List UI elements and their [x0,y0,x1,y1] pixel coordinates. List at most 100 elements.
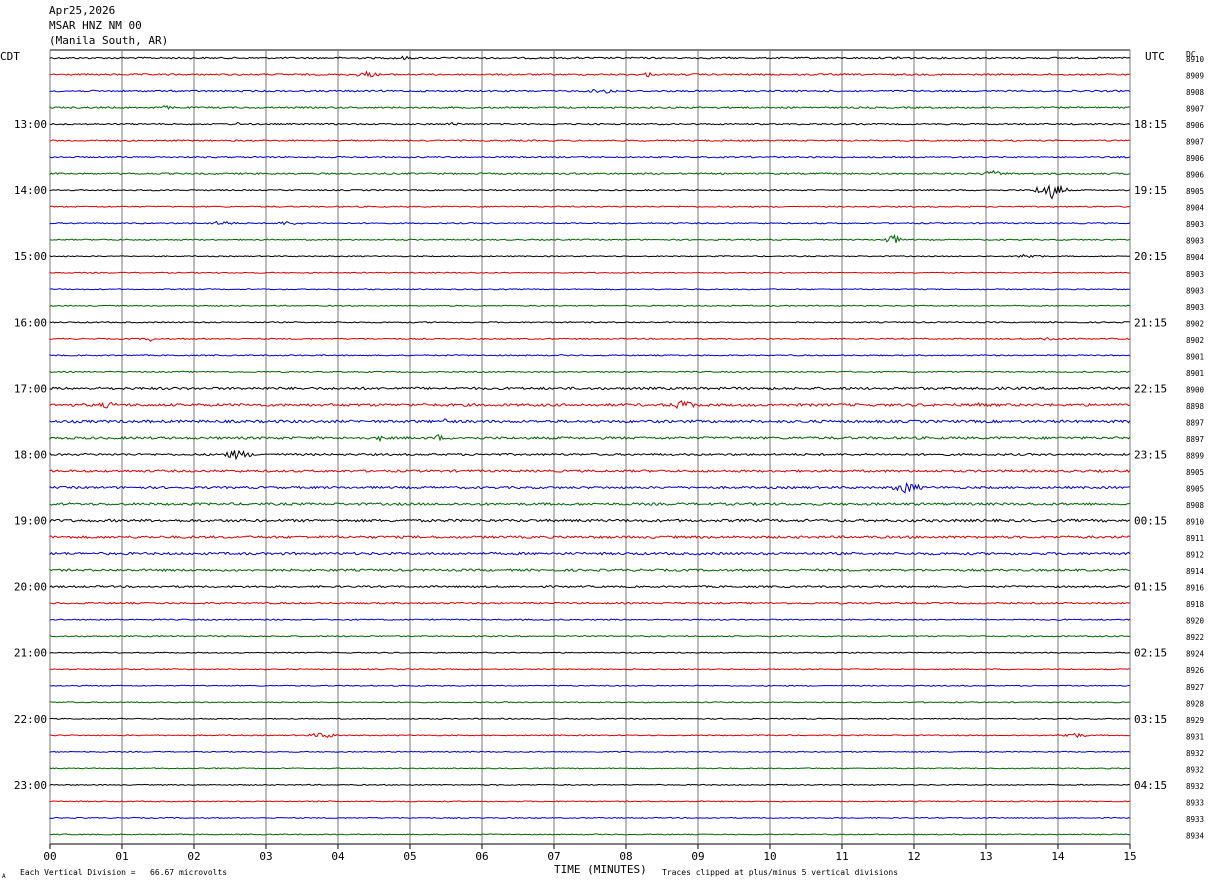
trace-line [49,568,1131,573]
trace-line [49,634,1131,638]
dc-offset-label: 8907 [1186,138,1204,147]
left-timezone-label: CDT [0,50,20,63]
left-hour-label: 20:00 [14,581,47,594]
trace-line [49,271,1131,274]
trace-line [49,169,1131,176]
dc-offset-label: 8905 [1186,187,1204,196]
trace-labels: 13:00 18:15 14:00 19:15 15:00 20:15 16:00 21:15… [14,55,1205,840]
x-tick-label: 04 [331,850,345,863]
dc-offset-label: 8933 [1186,815,1204,824]
trace-line [49,205,1131,208]
trace-line [49,321,1131,324]
dc-offset-label: 8906 [1186,121,1205,130]
trace-line [49,418,1131,424]
left-hour-label: 13:00 [14,118,47,131]
dc-offset-label: 8905 [1186,485,1204,494]
dc-offset-label: 8912 [1186,551,1204,560]
station-id: MSAR HNZ NM 00 [49,19,142,32]
trace-line [49,482,1131,494]
trace-line [49,618,1131,621]
trace-line [49,105,1131,110]
x-axis-title: TIME (MINUTES) [554,863,647,876]
right-hour-label: 03:15 [1134,713,1167,726]
x-tick-label: 14 [1051,850,1065,863]
trace-line [49,816,1131,819]
trace-line [49,354,1131,357]
trace-line [49,253,1131,259]
trace-line [49,684,1131,687]
dc-offset-label: 8926 [1186,666,1205,675]
dc-offset-label: 8902 [1186,336,1204,345]
left-hour-label: 23:00 [14,779,47,792]
trace-line [49,55,1131,61]
dc-offset-label: 8922 [1186,633,1204,642]
trace-line [49,501,1131,506]
trace-line [49,304,1131,307]
trace-line [49,288,1131,291]
trace-line [49,767,1131,770]
x-tick-label: 03 [259,850,272,863]
trace-line [49,800,1131,803]
dc-offset-label: 8908 [1186,88,1205,97]
dc-offset-label: 8910 [1186,55,1205,64]
x-tick-label: 05 [403,850,416,863]
dc-offset-label: 8900 [1186,385,1205,394]
x-tick-label: 11 [835,850,848,863]
right-hour-label: 20:15 [1134,250,1167,263]
x-tick-label: 15 [1123,850,1136,863]
dc-offset-label: 8933 [1186,798,1204,807]
dc-offset-label: 8909 [1186,72,1204,81]
trace-line [49,783,1131,786]
right-hour-label: 00:15 [1134,515,1167,528]
trace-line [49,70,1131,78]
dc-offset-label: 8906 [1186,171,1205,180]
trace-line [49,551,1131,556]
dc-offset-label: 8903 [1186,237,1204,246]
dc-offset-label: 8932 [1186,765,1204,774]
trace-line [49,155,1131,159]
trace-line [49,434,1131,443]
dc-offset-label: 8931 [1186,732,1204,741]
x-tick-label: 13 [979,850,992,863]
left-hour-label: 14:00 [14,184,47,197]
dc-offset-label: 8914 [1186,567,1205,576]
trace-line [49,833,1131,836]
right-hour-label: 04:15 [1134,779,1167,792]
left-hour-label: 18:00 [14,448,47,461]
dc-offset-label: 8916 [1186,584,1205,593]
x-tick-label: 10 [763,850,776,863]
scale-note: Each Vertical Division = 66.67 microvolt… [20,868,228,877]
dc-offset-label: 8906 [1186,154,1205,163]
right-timezone-label: UTC [1145,50,1165,63]
dc-offset-label: 8899 [1186,451,1204,460]
left-hour-label: 19:00 [14,515,47,528]
dc-offset-label: 8910 [1186,518,1205,527]
dc-offset-label: 8905 [1186,468,1204,477]
trace-line [49,651,1131,654]
dc-offset-label: 8904 [1186,253,1205,262]
trace-line [49,121,1131,126]
dc-offset-label: 8903 [1186,220,1204,229]
dc-offset-label: 8903 [1186,303,1204,312]
right-hour-label: 22:15 [1134,382,1167,395]
trace-line [49,518,1131,524]
x-axis: 00 01 02 03 04 05 06 07 08 09 10 11 12 13 14 15 [43,844,1137,863]
minute-gridlines [49,49,1131,845]
right-hour-label: 18:15 [1134,118,1167,131]
dc-offset-label: 8903 [1186,286,1204,295]
dc-offset-label: 8897 [1186,418,1204,427]
dc-offset-label: 8911 [1186,534,1204,543]
left-hour-label: 15:00 [14,250,47,263]
trace-line [49,386,1131,391]
trace-line [49,449,1131,461]
dc-offset-label: 8907 [1186,105,1204,114]
dc-offset-label: 8902 [1186,319,1204,328]
right-hour-label: 23:15 [1134,448,1167,461]
left-hour-label: 17:00 [14,382,47,395]
x-tick-label: 02 [187,850,200,863]
dc-offset-label: 8927 [1186,683,1204,692]
dc-offset-label: 8928 [1186,699,1205,708]
trace-line [49,668,1131,671]
dc-offset-label: 8932 [1186,749,1204,758]
